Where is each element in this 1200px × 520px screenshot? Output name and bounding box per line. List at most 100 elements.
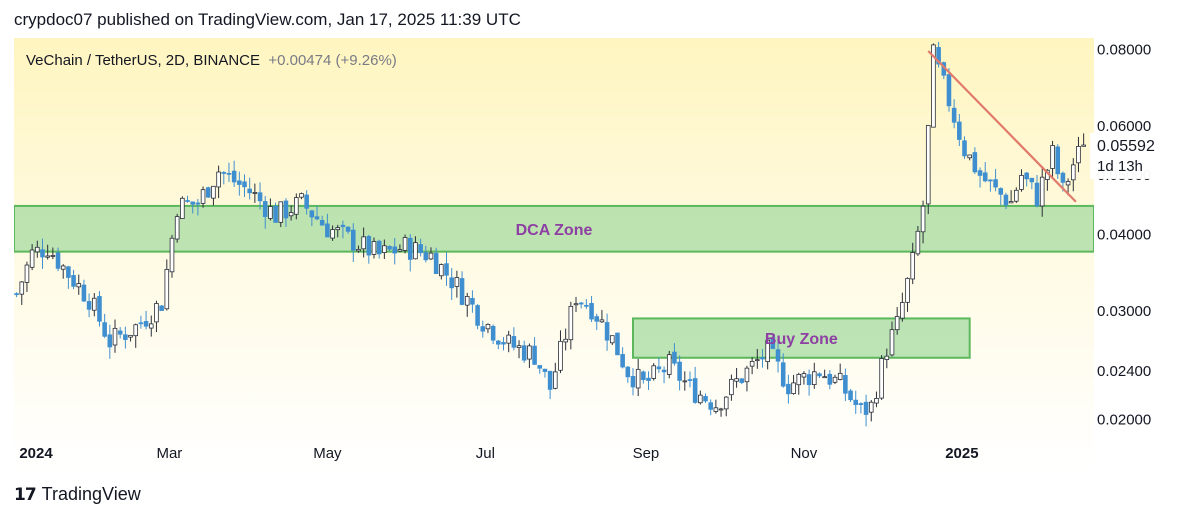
- candle[interactable]: [128, 334, 133, 342]
- candle[interactable]: [982, 162, 988, 183]
- trendline[interactable]: [927, 50, 1077, 203]
- candle[interactable]: [97, 291, 102, 327]
- candle[interactable]: [573, 296, 579, 312]
- zone-0[interactable]: [14, 204, 1094, 253]
- candle[interactable]: [770, 334, 776, 350]
- zone-1[interactable]: [631, 317, 971, 359]
- candle[interactable]: [651, 363, 657, 381]
- candle[interactable]: [609, 335, 615, 346]
- candle[interactable]: [910, 242, 915, 285]
- candle[interactable]: [371, 237, 377, 259]
- candle[interactable]: [356, 245, 361, 253]
- candle[interactable]: [822, 369, 827, 379]
- candle[interactable]: [86, 293, 92, 318]
- candle[interactable]: [268, 198, 273, 221]
- candle[interactable]: [837, 363, 843, 381]
- candle[interactable]: [1081, 133, 1086, 147]
- candle[interactable]: [496, 339, 501, 350]
- candle[interactable]: [397, 244, 403, 253]
- candle[interactable]: [1050, 140, 1055, 179]
- candle[interactable]: [993, 168, 998, 192]
- candle[interactable]: [537, 365, 543, 374]
- candle[interactable]: [532, 337, 537, 366]
- candle[interactable]: [439, 263, 444, 280]
- candle[interactable]: [143, 310, 149, 330]
- candle[interactable]: [884, 348, 890, 369]
- candle[interactable]: [273, 202, 278, 223]
- candle[interactable]: [112, 319, 118, 353]
- candle[interactable]: [304, 190, 309, 215]
- candle[interactable]: [656, 357, 662, 373]
- candle[interactable]: [687, 371, 693, 388]
- candle[interactable]: [957, 114, 962, 147]
- candle[interactable]: [511, 327, 517, 351]
- candle[interactable]: [698, 390, 703, 405]
- candle[interactable]: [936, 41, 941, 68]
- candle[interactable]: [558, 330, 563, 374]
- candle[interactable]: [868, 400, 874, 422]
- candle[interactable]: [55, 247, 61, 272]
- candle[interactable]: [563, 328, 568, 351]
- candle[interactable]: [744, 365, 750, 392]
- candle[interactable]: [604, 313, 610, 351]
- candle[interactable]: [584, 299, 589, 309]
- candle[interactable]: [703, 393, 708, 403]
- candle[interactable]: [366, 234, 372, 264]
- candle[interactable]: [278, 201, 284, 228]
- candle[interactable]: [205, 186, 211, 198]
- candle[interactable]: [60, 264, 66, 279]
- candle[interactable]: [490, 324, 496, 345]
- candle[interactable]: [568, 301, 574, 350]
- candle[interactable]: [216, 165, 221, 199]
- candle[interactable]: [454, 270, 460, 298]
- candle[interactable]: [827, 370, 833, 390]
- candle[interactable]: [801, 371, 807, 385]
- candle[interactable]: [796, 372, 802, 395]
- candle[interactable]: [180, 196, 185, 219]
- candle[interactable]: [925, 125, 931, 215]
- candle[interactable]: [1029, 177, 1035, 190]
- candle[interactable]: [237, 171, 242, 196]
- candle[interactable]: [350, 223, 356, 262]
- candle[interactable]: [516, 340, 522, 359]
- candle[interactable]: [1055, 144, 1061, 179]
- candle[interactable]: [967, 154, 972, 161]
- candle[interactable]: [905, 277, 910, 312]
- candle[interactable]: [1019, 169, 1024, 192]
- candle[interactable]: [91, 293, 97, 317]
- candle[interactable]: [159, 304, 164, 311]
- candle[interactable]: [330, 225, 335, 241]
- candle[interactable]: [392, 238, 398, 265]
- candle[interactable]: [35, 240, 40, 258]
- candle[interactable]: [920, 200, 926, 244]
- candle[interactable]: [806, 369, 812, 396]
- candle[interactable]: [998, 187, 1004, 206]
- candle[interactable]: [620, 347, 625, 369]
- candle[interactable]: [345, 226, 351, 234]
- tradingview-branding[interactable]: 17 TradingView: [14, 484, 141, 505]
- candle[interactable]: [1034, 174, 1040, 208]
- candle[interactable]: [635, 358, 641, 397]
- candle[interactable]: [226, 162, 232, 182]
- candle[interactable]: [755, 348, 760, 369]
- candle[interactable]: [739, 378, 745, 385]
- candle[interactable]: [646, 371, 651, 390]
- candle[interactable]: [464, 292, 470, 317]
- candle[interactable]: [972, 147, 978, 175]
- candle[interactable]: [811, 362, 817, 389]
- candle[interactable]: [625, 365, 631, 383]
- candle[interactable]: [1039, 165, 1045, 217]
- candle[interactable]: [760, 349, 765, 368]
- candle[interactable]: [506, 330, 511, 353]
- candle[interactable]: [164, 259, 170, 311]
- candle[interactable]: [309, 210, 315, 227]
- candle[interactable]: [817, 372, 822, 378]
- candle[interactable]: [418, 238, 423, 257]
- candle[interactable]: [154, 300, 159, 333]
- candle[interactable]: [288, 205, 294, 221]
- candle[interactable]: [708, 399, 713, 416]
- candle[interactable]: [791, 374, 796, 395]
- candle[interactable]: [190, 201, 195, 214]
- candle[interactable]: [988, 179, 993, 192]
- candle[interactable]: [951, 99, 957, 129]
